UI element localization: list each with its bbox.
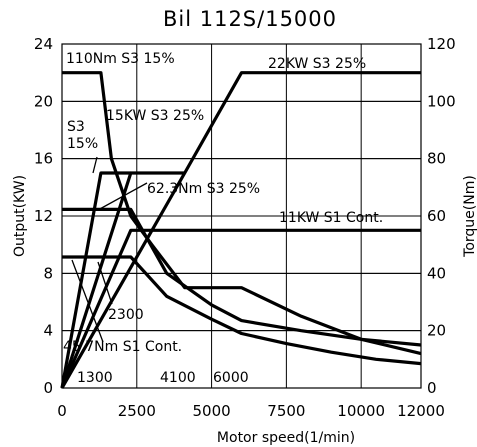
y2-tick-label: 0 — [427, 379, 437, 397]
y-tick-label: 0 — [43, 379, 53, 397]
annotation-label: 15% — [67, 136, 98, 152]
y2-tick-label: 80 — [427, 150, 446, 168]
x-axis: 0 2500 5000 7500 10000 12000 — [57, 402, 445, 420]
y-tick-label: 4 — [43, 322, 53, 340]
series-45-7nm-s1-cont — [62, 255, 422, 366]
y2-tick-label: 60 — [427, 207, 446, 225]
leader-line — [97, 261, 113, 305]
y2-tick-label: 100 — [427, 92, 456, 110]
annotation-label: 1300 — [77, 370, 113, 386]
plot-area — [60, 71, 422, 389]
leader-line — [71, 259, 104, 343]
y2-tick-label: 20 — [427, 322, 446, 340]
annotation-label: 45.7Nm S1 Cont. — [63, 339, 182, 355]
series-62-3nm-s3-25 — [62, 207, 422, 347]
y-axis-right: 0 20 40 60 80 100 120 — [427, 35, 456, 397]
y-axis-left: 0 4 8 12 16 20 24 — [34, 35, 53, 397]
annotation-label: 4100 — [160, 370, 196, 386]
y2-tick-label: 120 — [427, 35, 456, 53]
annotation-label: 110Nm S3 15% — [66, 51, 175, 67]
grid — [62, 44, 421, 388]
series-22kw-s3-25 — [60, 71, 421, 389]
y2-axis-title: Torque(Nm) — [462, 175, 477, 258]
y-tick-label: 20 — [34, 92, 53, 110]
leader-lines — [71, 156, 148, 343]
x-tick-label: 12000 — [397, 402, 445, 420]
annotation-label: 11KW S1 Cont. — [279, 210, 383, 226]
annotation-label: 2300 — [108, 307, 144, 323]
y2-tick-label: 40 — [427, 264, 446, 282]
annotation-label: 62.3Nm S3 25% — [147, 181, 260, 197]
y-tick-label: 24 — [34, 35, 53, 53]
series-110nm-s3-15 — [62, 71, 422, 356]
chart-title: Bil 112S/15000 — [163, 7, 337, 31]
annotation-label: 15KW S3 25% — [106, 108, 204, 124]
annotation-label: S3 — [67, 119, 85, 135]
x-tick-label: 2500 — [118, 402, 156, 420]
y-tick-label: 8 — [43, 264, 53, 282]
y-tick-label: 12 — [34, 207, 53, 225]
x-tick-label: 10000 — [337, 402, 385, 420]
plot-frame — [61, 43, 422, 389]
series-11kw-s1-cont — [60, 228, 421, 389]
annotation-label: 22KW S3 25% — [268, 56, 366, 72]
x-axis-title: Motor speed(1/min) — [217, 430, 355, 446]
x-tick-label: 5000 — [192, 402, 230, 420]
x-tick-label: 7500 — [267, 402, 305, 420]
y-tick-label: 16 — [34, 150, 53, 168]
annotation-label: 6000 — [213, 370, 249, 386]
leader-line — [97, 182, 148, 211]
y-axis-title: Output(KW) — [12, 175, 28, 257]
series-s3-15 — [60, 171, 131, 389]
leader-line — [92, 156, 98, 174]
x-tick-label: 0 — [57, 402, 67, 420]
